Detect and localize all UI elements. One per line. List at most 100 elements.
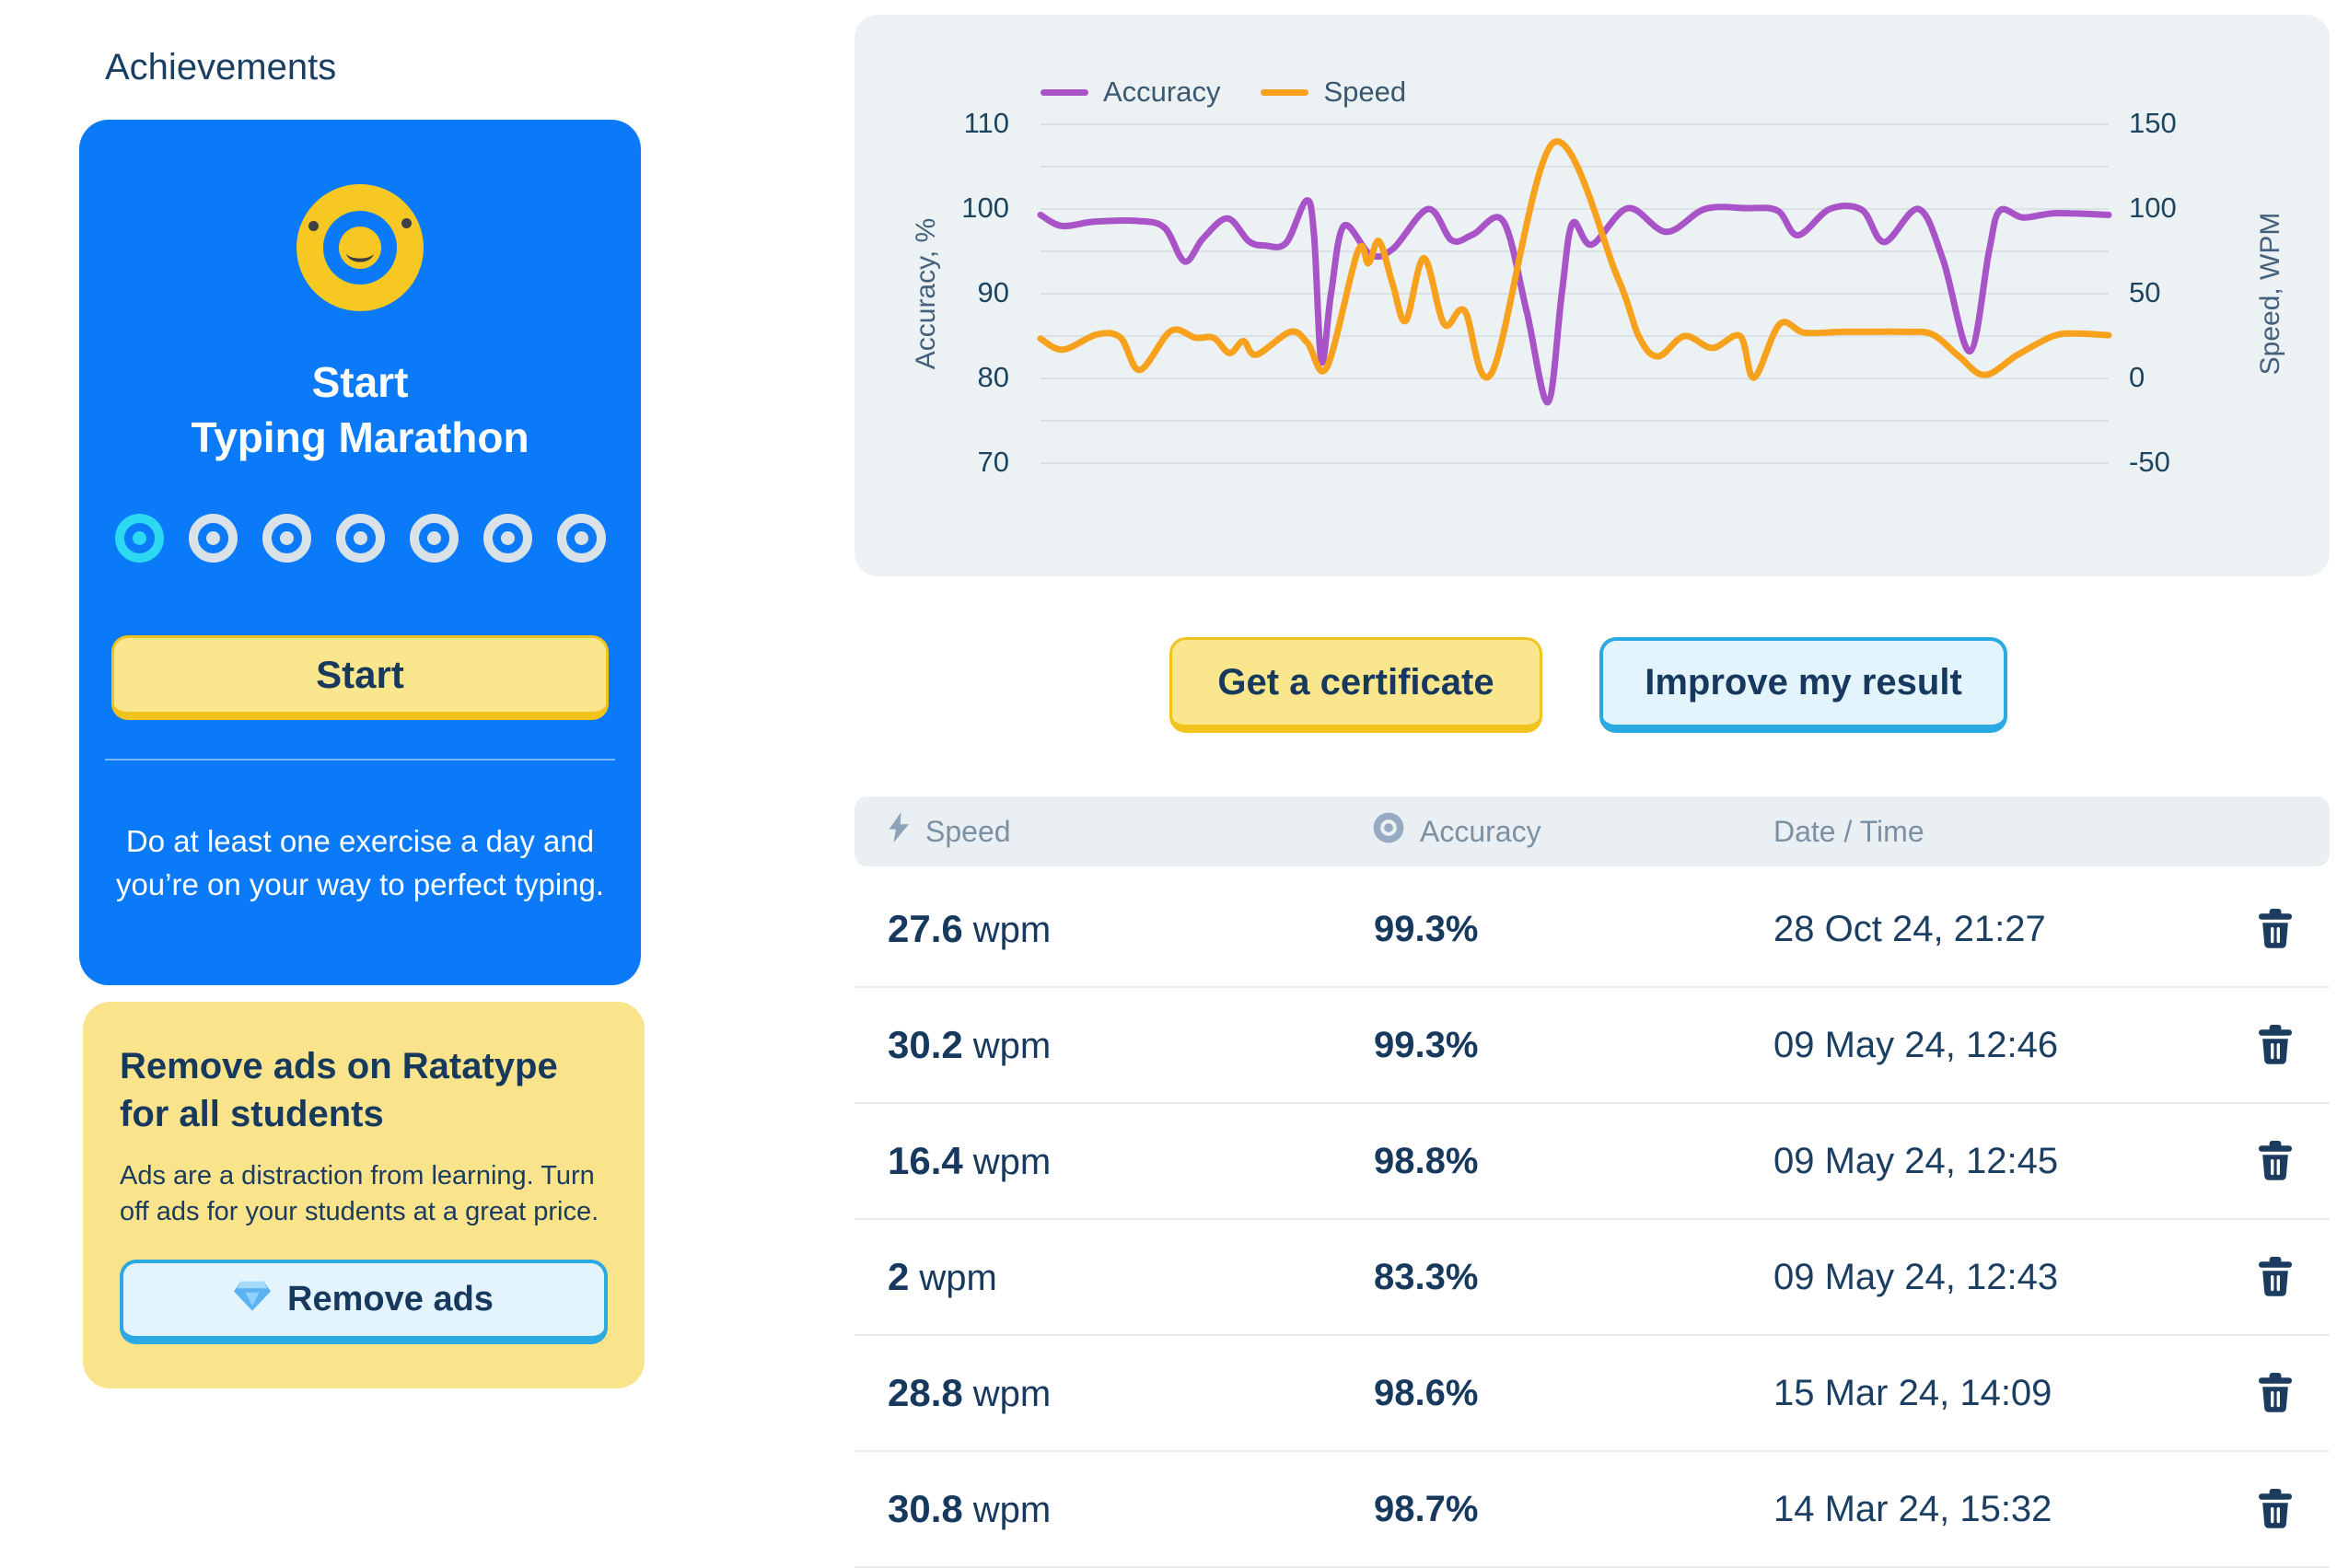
- medal-eye-right: [401, 218, 412, 228]
- marathon-title: Start Typing Marathon: [79, 355, 641, 466]
- speed-unit: wpm: [919, 1258, 997, 1298]
- table-row: 2 wpm 83.3% 09 May 24, 12:43: [855, 1220, 2330, 1336]
- results-table: Speed Accuracy Date / Time 27.6 wpm 99.3% 2…: [855, 796, 2330, 1568]
- progress-dot: [335, 513, 385, 563]
- speed-value: 16.4: [888, 1139, 963, 1182]
- speed-unit: wpm: [972, 1142, 1052, 1182]
- cell-accuracy: 99.3%: [1374, 1024, 1479, 1065]
- marathon-title-line1: Start: [311, 358, 409, 406]
- medal-smiley-icon: [296, 184, 424, 311]
- medal-core: [339, 226, 381, 269]
- remove-ads-title: Remove ads on Ratatype for all students: [120, 1046, 558, 1134]
- cell-speed: 30.2 wpm: [855, 1023, 1363, 1067]
- speed-unit: wpm: [972, 1490, 1052, 1530]
- cell-datetime: 15 Mar 24, 14:09: [1773, 1372, 2052, 1413]
- cell-speed: 28.8 wpm: [855, 1371, 1363, 1415]
- column-header-accuracy: Accuracy: [1363, 811, 1764, 852]
- cell-datetime: 09 May 24, 12:43: [1773, 1256, 2059, 1297]
- marathon-title-line2: Typing Marathon: [191, 412, 529, 461]
- table-row: 30.8 wpm 98.7% 14 Mar 24, 15:32: [855, 1452, 2330, 1568]
- trash-icon-button[interactable]: [2254, 1485, 2296, 1533]
- speed-value: 30.2: [888, 1023, 963, 1066]
- get-certificate-button[interactable]: Get a certificate: [1169, 637, 1542, 733]
- progress-dot: [409, 513, 459, 563]
- column-header-datetime: Date / Time: [1764, 815, 2254, 849]
- remove-ads-button-label: Remove ads: [287, 1280, 494, 1319]
- cell-actions: [2254, 1485, 2337, 1533]
- cell-actions: [2254, 1253, 2337, 1301]
- accuracy-line: [1037, 197, 2112, 406]
- table-row: 16.4 wpm 98.8% 09 May 24, 12:45: [855, 1104, 2330, 1220]
- y-axis-tick-right: 150: [2129, 107, 2177, 139]
- column-label-speed: Speed: [925, 814, 1011, 848]
- table-row: 30.2 wpm 99.3% 09 May 24, 12:46: [855, 988, 2330, 1104]
- results-rows: 27.6 wpm 99.3% 28 Oct 24, 21:27 30.2 wpm 99.3%…: [855, 872, 2330, 1568]
- cell-accuracy: 83.3%: [1374, 1256, 1479, 1297]
- speed-unit: wpm: [972, 1026, 1052, 1066]
- speed-line-swatch: [1261, 88, 1309, 96]
- legend-item-accuracy[interactable]: Accuracy: [1041, 75, 1220, 109]
- card-divider: [105, 759, 615, 761]
- remove-ads-body: Ads are a distraction from learning. Tur…: [120, 1161, 599, 1227]
- speed-line: [1037, 138, 2112, 381]
- trash-icon-button[interactable]: [2254, 1021, 2296, 1069]
- progress-dot: [188, 513, 238, 563]
- speed-value: 2: [888, 1255, 910, 1298]
- speed-unit: wpm: [972, 1374, 1052, 1414]
- trash-icon-button[interactable]: [2254, 1369, 2296, 1417]
- table-row: 27.6 wpm 99.3% 28 Oct 24, 21:27: [855, 872, 2330, 988]
- legend-label-accuracy: Accuracy: [1103, 75, 1221, 108]
- column-header-speed: Speed: [855, 811, 1363, 852]
- y-axis-tick-left: 90: [977, 276, 1009, 308]
- y-axis-tick-left: 100: [961, 192, 1009, 224]
- chart-legend: Accuracy Speed: [1041, 74, 1406, 110]
- cell-speed: 2 wpm: [855, 1255, 1363, 1299]
- medal-eye-left: [308, 221, 319, 231]
- trash-icon-button[interactable]: [2254, 1137, 2296, 1185]
- legend-label-speed: Speed: [1323, 75, 1407, 108]
- start-button[interactable]: Start: [111, 635, 609, 720]
- progress-dot-completed: [114, 513, 164, 563]
- legend-item-speed[interactable]: Speed: [1261, 75, 1406, 109]
- target-icon: [1372, 811, 1405, 852]
- remove-ads-button[interactable]: Remove ads: [120, 1260, 608, 1345]
- cell-actions: [2254, 1137, 2337, 1185]
- y-axis-tick-right: 50: [2129, 276, 2161, 308]
- cell-actions: [2254, 1369, 2337, 1417]
- cell-accuracy: 98.6%: [1374, 1372, 1479, 1413]
- progress-dot: [262, 513, 311, 563]
- cell-accuracy: 99.3%: [1374, 908, 1479, 949]
- progress-dot: [556, 513, 606, 563]
- cell-datetime: 28 Oct 24, 21:27: [1773, 908, 2046, 949]
- remove-ads-card: Remove ads on Ratatype for all students …: [83, 1002, 645, 1388]
- cell-accuracy: 98.7%: [1374, 1488, 1479, 1529]
- results-table-header: Speed Accuracy Date / Time: [855, 796, 2330, 866]
- speed-unit: wpm: [972, 910, 1052, 950]
- trash-icon-button[interactable]: [2254, 905, 2296, 953]
- cell-speed: 16.4 wpm: [855, 1139, 1363, 1183]
- marathon-description: Do at least one exercise a day and you’r…: [115, 824, 605, 901]
- y-axis-label-right: Speed, WPM: [2255, 212, 2285, 376]
- speed-value: 27.6: [888, 907, 963, 950]
- gem-icon: [234, 1279, 272, 1321]
- y-axis-tick-left: 110: [963, 107, 1009, 139]
- progress-dot: [483, 513, 532, 563]
- page-title: Achievements: [105, 46, 337, 87]
- progress-chart-card: Accuracy Speed Accuracy, % Speed, WPM 11…: [855, 15, 2330, 576]
- y-axis-tick-right: -50: [2129, 446, 2170, 478]
- cell-actions: [2254, 1021, 2337, 1069]
- cell-datetime: 09 May 24, 12:46: [1773, 1024, 2059, 1065]
- cell-speed: 27.6 wpm: [855, 907, 1363, 951]
- chart-plot: [1037, 123, 2112, 464]
- trash-icon-button[interactable]: [2254, 1253, 2296, 1301]
- cell-actions: [2254, 905, 2337, 953]
- typing-marathon-card: Start Typing Marathon Start Do at least …: [79, 120, 641, 985]
- improve-result-button[interactable]: Improve my result: [1599, 637, 2007, 733]
- y-axis-tick-left: 80: [977, 361, 1009, 393]
- table-row: 28.8 wpm 98.6% 15 Mar 24, 14:09: [855, 1336, 2330, 1452]
- cell-datetime: 14 Mar 24, 15:32: [1773, 1488, 2052, 1529]
- cell-accuracy: 98.8%: [1374, 1140, 1479, 1181]
- cell-datetime: 09 May 24, 12:45: [1773, 1140, 2059, 1181]
- speed-value: 30.8: [888, 1487, 963, 1530]
- cell-speed: 30.8 wpm: [855, 1487, 1363, 1531]
